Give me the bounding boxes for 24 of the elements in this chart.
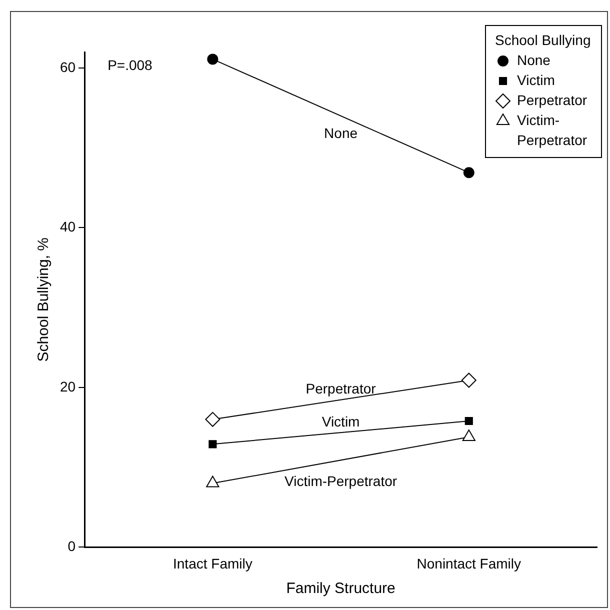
x-tick-label: Intact Family [173, 555, 252, 572]
text: Victim [322, 413, 360, 430]
legend-label: Victim-Perpetrator [517, 112, 588, 148]
point [464, 416, 473, 426]
point [461, 372, 476, 388]
annotation: P=.008 [108, 56, 153, 73]
x-axis-title: Family Structure [286, 580, 396, 598]
y-axis-title: School Bullying, % [35, 237, 52, 362]
legend-label: Victim [517, 72, 555, 88]
legend-label: None [517, 52, 551, 68]
legend-label: Perpetrator [517, 92, 588, 108]
text: None [324, 124, 358, 141]
point [205, 412, 220, 427]
point [207, 54, 218, 65]
y-tick-label: 20 [60, 378, 76, 394]
text: Victim-Perpetrator [284, 473, 398, 489]
y-tick-label: 40 [60, 218, 76, 235]
y-tick-label: 60 [60, 58, 76, 75]
legend-title: School Bullying [495, 32, 591, 48]
point [208, 440, 217, 448]
y-tick-label: 0 [68, 538, 76, 554]
point [463, 167, 474, 178]
x-tick-label: Nonintact Family [416, 555, 522, 572]
text: Perpetrator [306, 380, 376, 397]
